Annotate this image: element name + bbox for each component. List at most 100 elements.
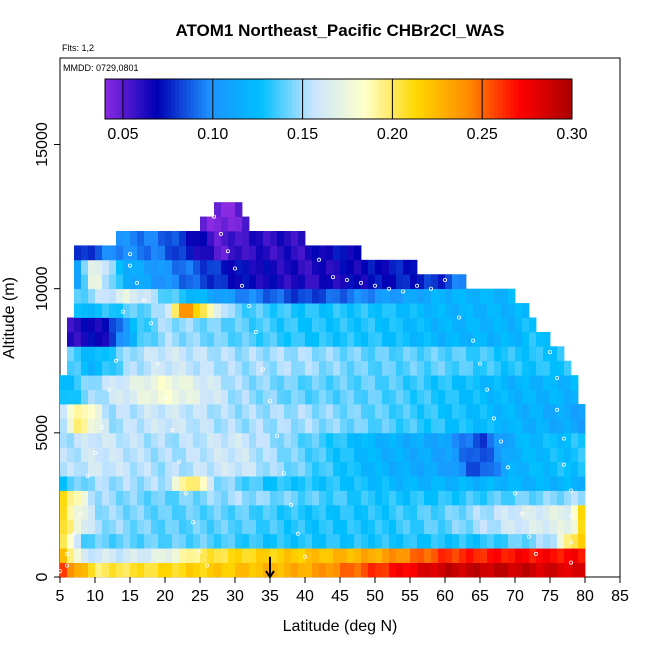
- heatmap-cell: [74, 259, 82, 275]
- heatmap-cell: [81, 504, 89, 520]
- heatmap-cell: [347, 533, 355, 549]
- heatmap-cell: [438, 346, 446, 362]
- heatmap-cell: [410, 259, 418, 275]
- heatmap-cell: [571, 548, 579, 563]
- heatmap-cell: [298, 447, 306, 463]
- heatmap-cell: [438, 548, 446, 563]
- heatmap-cell: [60, 404, 68, 419]
- heatmap-cell: [578, 562, 586, 578]
- heatmap-cell: [60, 461, 68, 477]
- heatmap-cell: [424, 476, 432, 491]
- sample-point: [477, 361, 482, 366]
- heatmap-cell: [417, 375, 425, 390]
- heatmap-cell: [550, 548, 558, 563]
- heatmap-cell: [382, 317, 390, 333]
- heatmap-cell: [466, 375, 474, 390]
- heatmap-cell: [263, 490, 271, 506]
- heatmap-cell: [459, 461, 467, 477]
- heatmap-cell: [438, 476, 446, 491]
- heatmap-cell: [137, 346, 145, 362]
- heatmap-cell: [249, 447, 257, 463]
- heatmap-cell: [578, 447, 586, 463]
- heatmap-cell: [144, 288, 152, 304]
- heatmap-cell: [305, 504, 313, 520]
- sample-point: [344, 277, 349, 282]
- heatmap-cell: [270, 259, 278, 275]
- heatmap-cell: [235, 360, 243, 376]
- heatmap-cell: [242, 504, 250, 520]
- heatmap-cell: [305, 447, 313, 463]
- heatmap-cell: [249, 331, 257, 347]
- heatmap-cell: [95, 303, 103, 318]
- heatmap-cell: [123, 476, 131, 491]
- heatmap-cell: [207, 360, 215, 376]
- heatmap-cell: [312, 461, 320, 477]
- heatmap-cell: [529, 504, 537, 520]
- heatmap-cell: [389, 360, 397, 376]
- sample-point: [121, 309, 126, 314]
- heatmap-cell: [256, 360, 264, 376]
- colorbar-segment: [105, 79, 110, 119]
- heatmap-cell: [305, 389, 313, 405]
- heatmap-cell: [172, 231, 180, 246]
- heatmap-cell: [256, 389, 264, 405]
- heatmap-cell: [102, 331, 110, 347]
- heatmap-cell: [109, 533, 117, 549]
- heatmap-cell: [228, 533, 236, 549]
- heatmap-cell: [186, 259, 194, 275]
- heatmap-cell: [200, 418, 208, 434]
- heatmap-cell: [473, 331, 481, 347]
- heatmap-cell: [375, 432, 383, 448]
- heatmap-cell: [193, 562, 201, 578]
- heatmap-cell: [417, 562, 425, 578]
- heatmap-cell: [396, 533, 404, 549]
- heatmap-cell: [256, 418, 264, 434]
- heatmap-cell: [270, 562, 278, 578]
- heatmap-cell: [571, 432, 579, 448]
- heatmap-cell: [116, 476, 124, 491]
- heatmap-cell: [431, 303, 439, 318]
- colorbar-segment: [361, 79, 367, 119]
- heatmap-cell: [228, 548, 236, 563]
- heatmap-cell: [88, 375, 96, 390]
- heatmap-cell: [172, 533, 180, 549]
- heatmap-cell: [578, 476, 586, 491]
- heatmap-cell: [375, 461, 383, 477]
- heatmap-cell: [144, 490, 152, 506]
- heatmap-cell: [214, 519, 222, 535]
- heatmap-cell: [144, 432, 152, 448]
- heatmap-cell: [102, 418, 110, 434]
- heatmap-cell: [242, 231, 250, 246]
- heatmap-cell: [200, 216, 208, 232]
- heatmap-cell: [277, 389, 285, 405]
- heatmap-cell: [179, 418, 187, 434]
- heatmap-cell: [368, 274, 376, 290]
- heatmap-cell: [564, 548, 572, 563]
- heatmap-cell: [144, 389, 152, 405]
- heatmap-cell: [207, 288, 215, 304]
- heatmap-cell: [221, 216, 229, 232]
- heatmap-cell: [200, 519, 208, 535]
- heatmap-cell: [480, 504, 488, 520]
- heatmap-cell: [487, 317, 495, 333]
- heatmap-cell: [326, 476, 334, 491]
- heatmap-cell: [249, 375, 257, 390]
- heatmap-cell: [410, 360, 418, 376]
- heatmap-cell: [403, 360, 411, 376]
- heatmap-cell: [389, 274, 397, 290]
- heatmap-cell: [270, 231, 278, 246]
- heatmap-cell: [410, 490, 418, 506]
- heatmap-cell: [144, 504, 152, 520]
- heatmap-cell: [417, 317, 425, 333]
- heatmap-cell: [277, 461, 285, 477]
- heatmap-cell: [186, 245, 194, 261]
- heatmap-cell: [102, 548, 110, 563]
- heatmap-cell: [74, 317, 82, 333]
- heatmap-cell: [340, 259, 348, 275]
- heatmap-cell: [165, 404, 173, 419]
- heatmap-cell: [151, 476, 159, 491]
- heatmap-cell: [235, 375, 243, 390]
- heatmap-cell: [389, 259, 397, 275]
- heatmap-cell: [305, 274, 313, 290]
- heatmap-cell: [123, 562, 131, 578]
